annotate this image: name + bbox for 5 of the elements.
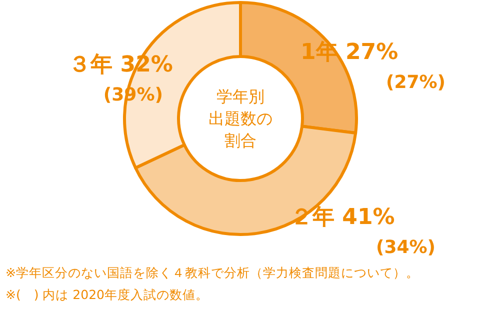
text: 学年別出題数の割合 — [208, 87, 272, 150]
text: ※学年区分のない国語を除く４教科で分析（学力検査問題について）。 — [6, 265, 419, 280]
text: ※( ) 内は 2020年度入試の数値。 — [6, 287, 208, 302]
text: (34%) — [376, 236, 436, 258]
text: (27%) — [386, 72, 446, 93]
